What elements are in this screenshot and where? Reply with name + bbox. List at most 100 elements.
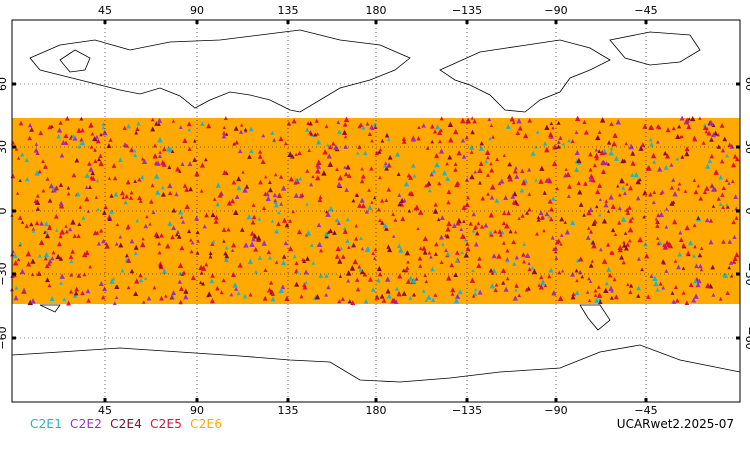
occultation-point — [412, 174, 417, 178]
occultation-point — [433, 251, 438, 256]
occultation-point — [624, 141, 628, 146]
occultation-point — [453, 297, 460, 304]
occultation-point — [471, 294, 476, 298]
occultation-point — [184, 203, 190, 210]
occultation-point — [337, 299, 342, 304]
occultation-point — [520, 213, 525, 218]
occultation-point — [599, 117, 606, 123]
occultation-point — [405, 278, 411, 284]
occultation-point — [696, 184, 700, 188]
occultation-point — [595, 204, 599, 209]
occultation-point — [157, 261, 164, 267]
lon-tick-label-bottom: 180 — [366, 404, 387, 417]
occultation-point — [404, 249, 411, 256]
occultation-point — [190, 274, 196, 281]
occultation-point — [540, 279, 546, 286]
occultation-point — [266, 287, 273, 293]
occultation-point — [418, 246, 423, 250]
occultation-point — [657, 125, 662, 130]
occultation-point — [688, 240, 694, 246]
occultation-point — [516, 202, 520, 206]
occultation-point — [635, 195, 641, 201]
occultation-point — [363, 150, 368, 156]
occultation-point — [129, 268, 135, 274]
occultation-point — [488, 136, 492, 141]
occultation-point — [522, 259, 526, 264]
occultation-point — [328, 228, 333, 234]
occultation-point — [609, 295, 614, 300]
occultation-point — [80, 290, 85, 296]
occultation-point — [41, 159, 45, 163]
occultation-point — [340, 254, 346, 259]
occultation-point — [331, 141, 336, 146]
occultation-point — [179, 215, 184, 219]
occultation-point — [409, 190, 415, 196]
occultation-point — [157, 250, 162, 255]
occultation-point — [439, 128, 443, 133]
occultation-point — [727, 142, 732, 147]
occultation-point — [324, 124, 329, 129]
occultation-point — [367, 204, 373, 210]
occultation-point — [587, 276, 591, 281]
occultation-point — [266, 249, 271, 255]
occultation-point — [148, 222, 152, 226]
occultation-point — [454, 183, 459, 188]
occultation-point — [627, 238, 632, 243]
occultation-point — [464, 177, 470, 182]
occultation-point — [47, 198, 53, 203]
occultation-point — [187, 161, 193, 167]
occultation-point — [226, 227, 231, 232]
occultation-point — [574, 130, 579, 135]
occultation-point — [298, 176, 303, 181]
occultation-point — [31, 229, 36, 233]
occultation-point — [33, 198, 38, 203]
occultation-point — [544, 124, 550, 131]
occultation-point — [450, 287, 456, 293]
occultation-point — [483, 222, 489, 228]
occultation-point — [470, 116, 474, 120]
occultation-point — [473, 224, 478, 229]
occultation-point — [109, 193, 114, 198]
occultation-point — [120, 190, 125, 196]
occultation-point — [270, 219, 275, 223]
occultation-point — [59, 273, 65, 279]
occultation-point — [336, 220, 341, 226]
lat-tick-label-left: −60 — [0, 326, 9, 349]
occultation-point — [396, 290, 402, 297]
occultation-point — [590, 240, 596, 245]
occultation-point — [683, 189, 688, 193]
occultation-point — [24, 223, 29, 229]
occultation-point — [24, 176, 30, 182]
occultation-point — [299, 294, 304, 299]
occultation-point — [242, 187, 248, 193]
occultation-point — [302, 282, 307, 287]
occultation-point — [369, 124, 375, 130]
occultation-point — [578, 202, 584, 207]
occultation-point — [339, 246, 344, 251]
occultation-point — [437, 129, 443, 136]
occultation-point — [610, 227, 616, 233]
occultation-point — [328, 205, 334, 212]
occultation-point — [446, 200, 451, 205]
lon-tick-label-top: 90 — [190, 4, 204, 17]
occultation-point — [103, 204, 108, 210]
occultation-point — [233, 209, 239, 216]
occultation-point — [165, 145, 172, 152]
occultation-point — [150, 183, 155, 188]
lat-tick-label-right: 0 — [743, 208, 750, 215]
occultation-point — [454, 257, 460, 263]
occultation-point — [402, 198, 407, 203]
occultation-point — [677, 251, 683, 257]
occultation-point — [527, 266, 532, 272]
occultation-point — [18, 120, 24, 126]
occultation-point — [194, 170, 200, 177]
occultation-point — [72, 135, 78, 141]
occultation-point — [489, 167, 495, 173]
occultation-point — [718, 174, 724, 180]
occultation-point — [309, 132, 314, 136]
occultation-point — [447, 121, 454, 128]
occultation-point — [363, 298, 369, 304]
occultation-point — [90, 131, 95, 136]
occultation-point — [58, 256, 64, 261]
occultation-point — [610, 250, 615, 255]
